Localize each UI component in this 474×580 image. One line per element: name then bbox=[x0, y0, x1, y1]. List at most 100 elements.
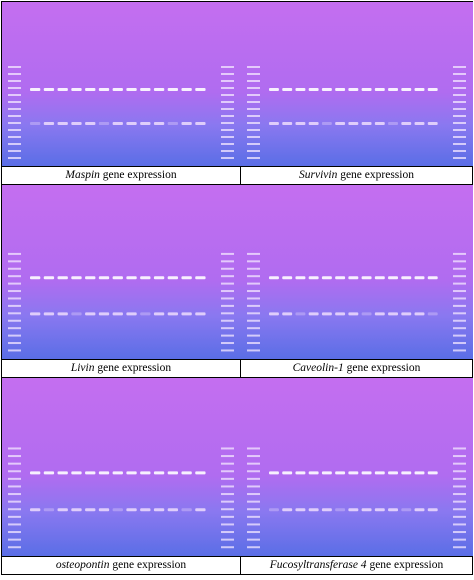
lower-band bbox=[126, 312, 137, 316]
upper-band bbox=[282, 276, 293, 280]
gene-name: osteopontin bbox=[55, 559, 110, 571]
upper-band bbox=[321, 471, 332, 475]
lower-band bbox=[85, 508, 96, 512]
ladder-band bbox=[221, 523, 234, 526]
upper-band bbox=[401, 471, 412, 475]
ladder-band bbox=[221, 66, 234, 68]
ladder-band bbox=[8, 342, 21, 345]
ladder-band bbox=[247, 267, 260, 270]
upper-band bbox=[282, 88, 293, 91]
upper-band bbox=[30, 88, 41, 91]
ladder-band bbox=[8, 115, 21, 117]
lower-band bbox=[181, 312, 192, 316]
lower-band bbox=[43, 508, 55, 512]
lower-band bbox=[126, 122, 137, 125]
gene-name: Maspin bbox=[65, 169, 100, 181]
ladder-band bbox=[221, 319, 234, 322]
ladder-band bbox=[453, 87, 466, 89]
ladder-band bbox=[221, 312, 234, 315]
lower-band bbox=[414, 508, 425, 512]
caption-suffix: gene expression bbox=[97, 362, 172, 374]
upper-band bbox=[348, 88, 359, 91]
ladder-band bbox=[247, 531, 260, 534]
lower-band bbox=[153, 508, 165, 512]
gel-background bbox=[241, 378, 473, 556]
upper-band bbox=[401, 276, 412, 280]
gel-background bbox=[241, 2, 473, 166]
ladder-band bbox=[453, 447, 466, 450]
ladder-band bbox=[453, 101, 466, 103]
caption: Caveolin-1 gene expression bbox=[241, 359, 472, 377]
upper-band bbox=[43, 471, 55, 475]
ladder-band bbox=[8, 462, 21, 465]
upper-band bbox=[112, 471, 123, 475]
ladder-band bbox=[8, 297, 21, 300]
upper-band bbox=[167, 88, 179, 91]
lower-band bbox=[112, 508, 123, 512]
ladder-band bbox=[247, 477, 260, 480]
ladder-band bbox=[453, 136, 466, 138]
upper-band bbox=[308, 276, 319, 280]
ladder-band bbox=[453, 349, 466, 352]
ladder-band bbox=[221, 515, 234, 518]
lower-band bbox=[427, 508, 438, 512]
lower-band bbox=[57, 122, 68, 125]
lower-band bbox=[30, 312, 41, 316]
lower-band bbox=[85, 312, 96, 316]
lower-band bbox=[414, 312, 425, 316]
upper-band bbox=[30, 276, 41, 280]
lower-band bbox=[295, 312, 306, 316]
upper-band bbox=[85, 276, 96, 280]
upper-band bbox=[126, 471, 137, 475]
ladder-band bbox=[453, 312, 466, 315]
lower-band bbox=[348, 508, 359, 512]
ladder-band bbox=[221, 477, 234, 480]
ladder-band bbox=[8, 252, 21, 255]
lower-band bbox=[71, 312, 82, 316]
lower-band bbox=[140, 312, 151, 316]
gel-background bbox=[241, 185, 473, 359]
gel-image bbox=[2, 2, 241, 166]
ladder-band bbox=[221, 157, 234, 159]
ladder-band bbox=[247, 275, 260, 278]
lower-band bbox=[361, 508, 372, 512]
caption: Livin gene expression bbox=[2, 359, 240, 377]
ladder-band bbox=[247, 327, 260, 330]
ladder-band bbox=[8, 66, 21, 68]
ladder-band bbox=[247, 493, 260, 496]
ladder-band bbox=[247, 349, 260, 352]
gel-image bbox=[241, 2, 473, 166]
ladder-band bbox=[221, 87, 234, 89]
lower-band bbox=[126, 508, 137, 512]
upper-band bbox=[140, 88, 151, 91]
ladder-band bbox=[247, 94, 260, 96]
lower-band bbox=[85, 122, 96, 125]
lower-band bbox=[335, 508, 346, 512]
ladder-band bbox=[8, 508, 21, 511]
ladder-band bbox=[247, 101, 260, 103]
ladder-band bbox=[8, 455, 21, 458]
ladder-band bbox=[453, 66, 466, 68]
caption-suffix: gene expression bbox=[112, 559, 187, 571]
upper-band bbox=[388, 88, 398, 91]
upper-band bbox=[414, 276, 425, 280]
upper-band bbox=[195, 276, 206, 280]
lower-band bbox=[57, 312, 68, 316]
upper-band bbox=[308, 88, 319, 91]
lower-band bbox=[335, 122, 346, 125]
ladder-band bbox=[247, 312, 260, 315]
ladder-band bbox=[453, 477, 466, 480]
ladder-band bbox=[221, 538, 234, 541]
upper-band bbox=[282, 471, 293, 475]
ladder-band bbox=[247, 470, 260, 473]
lower-band bbox=[269, 122, 279, 125]
caption: osteopontin gene expression bbox=[2, 556, 240, 574]
lower-band bbox=[401, 122, 412, 125]
ladder-band bbox=[221, 327, 234, 330]
ladder-band bbox=[8, 260, 21, 263]
ladder-band bbox=[247, 129, 260, 131]
ladder-band bbox=[221, 101, 234, 103]
lower-band bbox=[427, 122, 438, 125]
ladder-band bbox=[247, 136, 260, 138]
upper-band bbox=[140, 471, 151, 475]
